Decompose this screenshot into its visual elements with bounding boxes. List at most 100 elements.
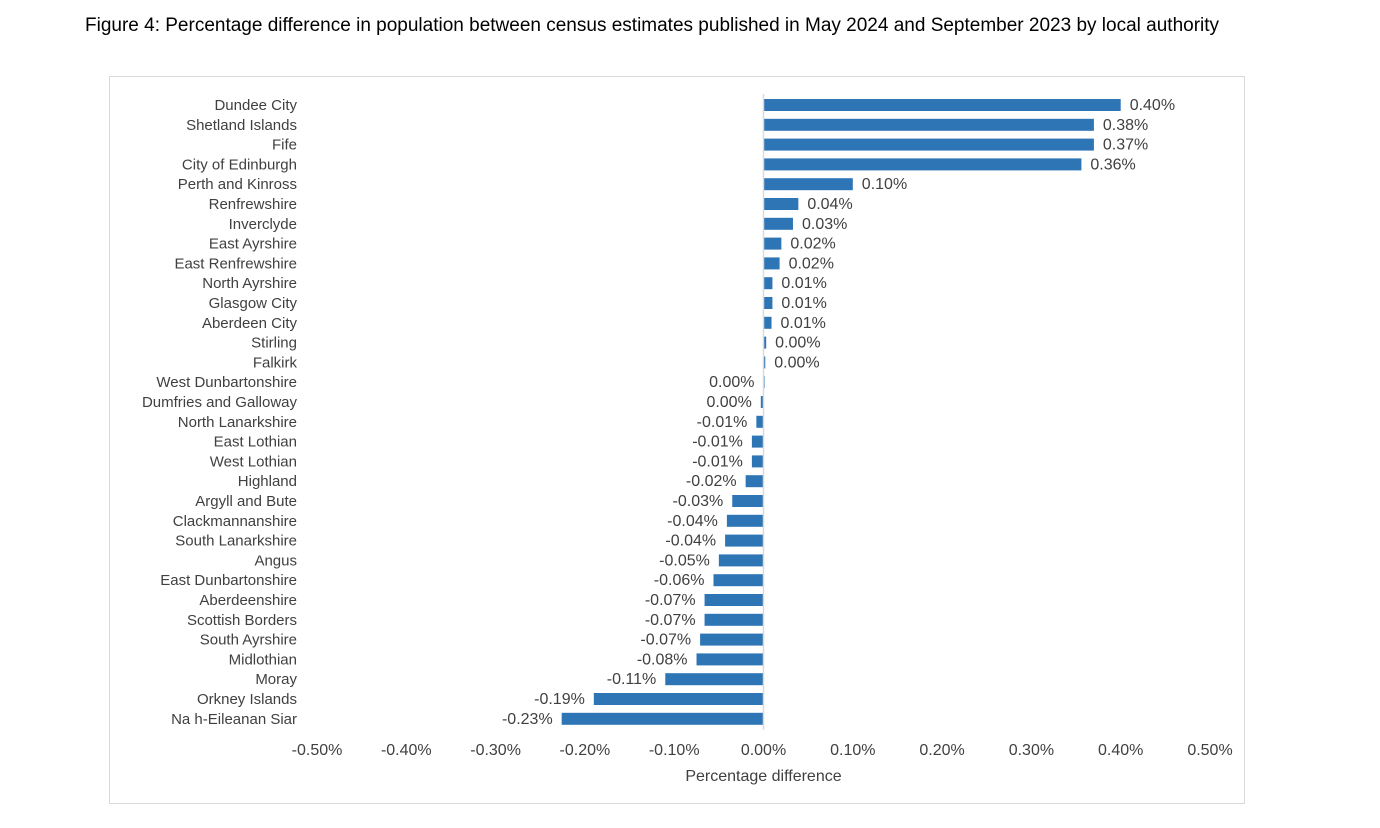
category-label: Renfrewshire: [209, 196, 297, 213]
bar: [763, 356, 766, 369]
category-label: Aberdeenshire: [199, 592, 297, 609]
data-label: -0.03%: [673, 493, 724, 510]
x-tick-label: -0.10%: [649, 742, 700, 759]
data-label: -0.07%: [645, 592, 696, 609]
category-label: Stirling: [251, 335, 297, 352]
x-tick-label: 0.20%: [919, 742, 964, 759]
data-label: -0.04%: [665, 533, 716, 550]
category-label: Midlothian: [229, 651, 297, 668]
category-label: Clackmannanshire: [173, 513, 297, 530]
data-label: -0.04%: [667, 513, 718, 530]
data-label: 0.02%: [790, 236, 835, 253]
bar: [763, 217, 793, 230]
category-label: Glasgow City: [209, 295, 298, 312]
data-label: 0.00%: [775, 335, 820, 352]
category-label: Na h-Eileanan Siar: [171, 711, 297, 728]
chart-frame: Dundee City 0.40% Shetland Islands 0.38% Fif…: [109, 76, 1245, 804]
category-label: Falkirk: [253, 354, 298, 371]
data-label: -0.01%: [697, 414, 748, 431]
category-label: East Dunbartonshire: [160, 572, 297, 589]
data-label: -0.01%: [692, 434, 743, 451]
category-label: Angus: [254, 552, 297, 569]
bar: [726, 514, 764, 527]
category-label: Aberdeen City: [202, 315, 298, 332]
bar: [713, 574, 764, 587]
bar: [756, 415, 764, 428]
bar: [593, 693, 764, 705]
data-label: -0.01%: [692, 453, 743, 470]
category-label: Dundee City: [214, 97, 297, 114]
bar: [763, 336, 767, 349]
x-tick-label: 0.10%: [830, 742, 875, 759]
x-tick-label: 0.50%: [1187, 742, 1232, 759]
data-label: -0.02%: [686, 473, 737, 490]
figure-title: Figure 4: Percentage difference in popul…: [85, 15, 1220, 36]
bar: [751, 455, 764, 468]
category-label: City of Edinburgh: [182, 156, 297, 173]
bar: [763, 99, 1121, 111]
data-label: 0.36%: [1090, 156, 1135, 173]
category-label: Highland: [238, 473, 297, 490]
data-label: 0.01%: [781, 275, 826, 292]
category-label: North Lanarkshire: [178, 414, 297, 431]
bar: [725, 534, 764, 547]
data-label: 0.00%: [706, 394, 751, 411]
bar: [751, 435, 764, 448]
data-label: 0.01%: [781, 315, 826, 332]
data-label: -0.06%: [654, 572, 705, 589]
x-tick-label: 0.40%: [1098, 742, 1143, 759]
bar: [763, 277, 773, 290]
x-tick-label: -0.30%: [470, 742, 521, 759]
bar: [763, 257, 780, 270]
x-tick-label: 0.00%: [741, 742, 786, 759]
bar: [763, 178, 853, 191]
category-label: North Ayrshire: [202, 275, 297, 292]
bar: [763, 198, 799, 210]
x-tick-label: -0.20%: [560, 742, 611, 759]
bar: [704, 613, 764, 626]
bar: [763, 138, 1094, 151]
data-label: 0.03%: [802, 216, 847, 233]
bar-chart: Dundee City 0.40% Shetland Islands 0.38% Fif…: [142, 94, 1233, 785]
data-label: 0.38%: [1103, 117, 1148, 134]
bar: [745, 475, 764, 488]
category-label: Moray: [255, 671, 297, 688]
category-label: Shetland Islands: [186, 117, 297, 134]
data-label: -0.08%: [637, 651, 688, 668]
data-label: -0.23%: [502, 711, 553, 728]
category-label: Argyll and Bute: [195, 493, 297, 510]
category-label: Perth and Kinross: [178, 176, 297, 193]
category-label: East Renfrewshire: [174, 255, 297, 272]
bar: [763, 237, 782, 250]
data-label: -0.07%: [640, 632, 691, 649]
x-axis-title: Percentage difference: [685, 768, 841, 785]
bar: [700, 633, 764, 646]
bar: [732, 495, 764, 507]
category-label: West Lothian: [210, 453, 297, 470]
bar: [760, 396, 764, 408]
data-label: -0.19%: [534, 691, 585, 708]
category-label: West Dunbartonshire: [156, 374, 297, 391]
category-label: Fife: [272, 137, 297, 154]
data-label: 0.37%: [1103, 137, 1148, 154]
category-label: Inverclyde: [229, 216, 297, 233]
category-label: Dumfries and Galloway: [142, 394, 298, 411]
bar: [696, 653, 764, 666]
category-label: East Ayrshire: [209, 236, 297, 253]
data-label: -0.05%: [659, 552, 710, 569]
data-label: -0.11%: [607, 671, 657, 688]
data-label: 0.02%: [789, 255, 834, 272]
data-label: 0.04%: [807, 196, 852, 213]
bar: [718, 554, 764, 567]
bar: [704, 594, 764, 606]
data-label: 0.00%: [774, 354, 819, 371]
data-label: -0.07%: [645, 612, 696, 629]
data-label: 0.40%: [1130, 97, 1175, 114]
x-tick-label: -0.50%: [292, 742, 343, 759]
category-label: Scottish Borders: [187, 612, 297, 629]
data-label: 0.10%: [862, 176, 907, 193]
category-label: East Lothian: [214, 434, 297, 451]
bar: [665, 673, 764, 686]
bar: [763, 316, 772, 329]
data-label: 0.01%: [781, 295, 826, 312]
